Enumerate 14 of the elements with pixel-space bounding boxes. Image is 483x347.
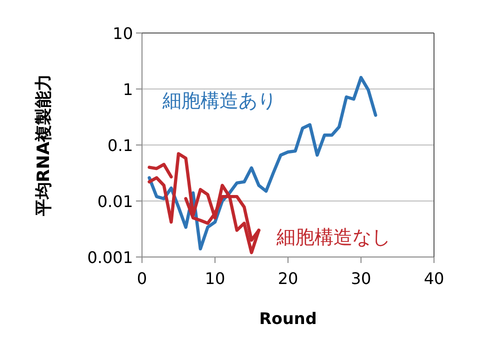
x-tick-label: 0 [136,269,148,288]
series-label: 細胞構造あり [161,90,276,112]
y-tick-label: 1 [122,80,133,99]
x-axis-title: Round [259,309,317,328]
x-tick-label: 30 [350,269,372,288]
y-axis-title: 平均RNA複製能力 [34,74,54,218]
x-tick-label: 10 [204,269,226,288]
y-tick-label: 10 [112,24,133,43]
x-tick-label: 20 [278,269,298,288]
x-tick-label: 40 [424,269,444,288]
y-tick-label: 0.01 [97,192,133,211]
y-tick-label: 0.1 [108,136,133,155]
series-label: 細胞構造なし [275,226,390,249]
y-tick-label: 0.001 [87,248,133,267]
